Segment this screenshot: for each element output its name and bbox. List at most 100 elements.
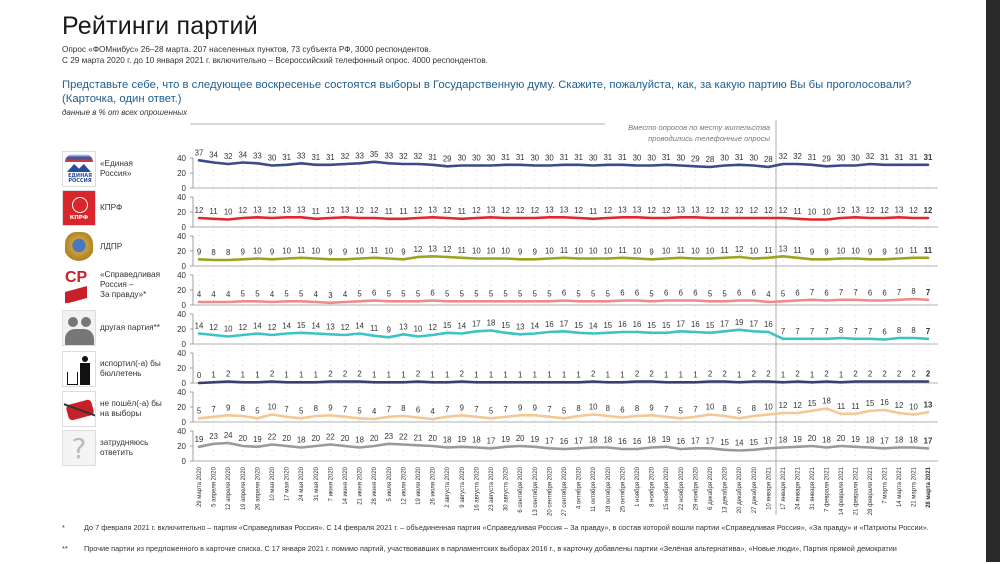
x-tick-label: 17 января 2021 bbox=[781, 466, 787, 510]
y-tick-label: 40 bbox=[177, 349, 186, 358]
x-tick-label: 10 января 2021 bbox=[766, 466, 772, 510]
series-line-notvote bbox=[197, 407, 930, 421]
data-label: 13 bbox=[924, 400, 933, 409]
data-label: 9 bbox=[387, 325, 391, 334]
data-label: 7 bbox=[853, 288, 857, 297]
people-silhouette-icon bbox=[62, 310, 96, 346]
units-note: данные в % от всех опрошенных bbox=[62, 108, 188, 117]
data-label: 6 bbox=[620, 289, 624, 298]
legend-label: затрудняюсь ответить bbox=[100, 438, 149, 457]
data-label: 8 bbox=[226, 248, 230, 257]
data-label: 10 bbox=[224, 208, 233, 217]
data-label: 12 bbox=[501, 206, 510, 215]
data-label: 32 bbox=[224, 152, 233, 161]
data-label: 17 bbox=[764, 436, 773, 445]
y-tick-label: 20 bbox=[177, 208, 186, 217]
data-label: 12 bbox=[443, 206, 452, 215]
data-label: 1 bbox=[679, 370, 683, 379]
data-label: 13 bbox=[618, 205, 627, 214]
data-label: 31 bbox=[924, 153, 933, 162]
data-label: 18 bbox=[909, 436, 918, 445]
data-label: 16 bbox=[764, 320, 773, 329]
survey-info-1: Опрос «ФОМнибус» 26–28 марта. 207 населе… bbox=[62, 45, 431, 54]
data-label: 1 bbox=[606, 370, 610, 379]
data-label: 10 bbox=[589, 247, 598, 256]
data-label: 6 bbox=[693, 289, 697, 298]
data-label: 20 bbox=[282, 434, 291, 443]
data-label: 10 bbox=[487, 247, 496, 256]
data-label: 2 bbox=[416, 370, 420, 379]
data-label: 13 bbox=[895, 205, 904, 214]
x-tick-label: 12 апреля 2020 bbox=[226, 466, 232, 510]
data-label: 31 bbox=[662, 153, 671, 162]
data-label: 5 bbox=[533, 289, 538, 298]
data-label: 1 bbox=[445, 370, 449, 379]
y-tick-label: 20 bbox=[177, 247, 186, 256]
y-tick-label: 0 bbox=[182, 379, 187, 388]
data-label: 1 bbox=[781, 370, 785, 379]
data-label: 9 bbox=[649, 403, 653, 412]
x-tick-label: 19 апреля 2020 bbox=[241, 466, 247, 510]
data-label: 31 bbox=[282, 153, 291, 162]
data-label: 6 bbox=[882, 289, 886, 298]
data-label: 30 bbox=[647, 154, 656, 163]
data-label: 11 bbox=[312, 207, 320, 216]
data-label: 12 bbox=[793, 401, 802, 410]
data-label: 14 bbox=[355, 322, 364, 331]
data-label: 12 bbox=[428, 323, 437, 332]
data-label: 34 bbox=[238, 151, 247, 160]
data-label: 17 bbox=[487, 436, 496, 445]
y-tick-label: 40 bbox=[177, 427, 186, 436]
data-label: 18 bbox=[822, 397, 831, 406]
y-tick-label: 20 bbox=[177, 364, 186, 373]
x-tick-label: 13 декабря 2020 bbox=[723, 466, 729, 513]
legend-notvote: не пошёл(-а) бы на выборы bbox=[62, 390, 192, 428]
data-label: 9 bbox=[518, 247, 522, 256]
data-label: 10 bbox=[603, 247, 612, 256]
data-label: 14 bbox=[311, 322, 320, 331]
data-label: 30 bbox=[851, 154, 860, 163]
data-label: 12 bbox=[909, 206, 918, 215]
data-label: 8 bbox=[897, 326, 901, 335]
data-label: 20 bbox=[516, 434, 525, 443]
data-label: 24 bbox=[224, 431, 233, 440]
data-label: 23 bbox=[384, 432, 393, 441]
data-label: 2 bbox=[882, 370, 886, 379]
data-label: 12 bbox=[472, 206, 481, 215]
series-line-sr bbox=[197, 297, 930, 305]
data-label: 1 bbox=[518, 370, 522, 379]
data-label: 10 bbox=[268, 403, 277, 412]
data-label: 15 bbox=[574, 321, 583, 330]
data-label: 15 bbox=[706, 321, 715, 330]
data-label: 17 bbox=[720, 319, 729, 328]
data-label: 12 bbox=[443, 245, 452, 254]
data-label: 9 bbox=[401, 247, 405, 256]
data-label: 21 bbox=[414, 433, 423, 442]
data-label: 5 bbox=[401, 289, 406, 298]
trash-bin-icon bbox=[62, 351, 96, 387]
data-label: 2 bbox=[226, 370, 230, 379]
data-label: 1 bbox=[372, 370, 376, 379]
data-label: 12 bbox=[370, 206, 379, 215]
data-label: 20 bbox=[311, 434, 320, 443]
data-label: 11 bbox=[370, 324, 378, 333]
data-label: 2 bbox=[708, 370, 712, 379]
data-label: 5 bbox=[387, 289, 392, 298]
y-tick-label: 40 bbox=[177, 310, 186, 319]
data-label: 12 bbox=[749, 206, 758, 215]
data-label: 22 bbox=[399, 433, 408, 442]
data-label: 5 bbox=[547, 289, 552, 298]
x-tick-label: 14 июня 2020 bbox=[343, 466, 349, 504]
data-label: 20 bbox=[808, 434, 817, 443]
data-label: 11 bbox=[793, 207, 801, 216]
data-label: 5 bbox=[460, 289, 465, 298]
data-label: 12 bbox=[706, 206, 715, 215]
x-tick-label: 29 ноября 2020 bbox=[693, 466, 699, 510]
data-label: 8 bbox=[911, 287, 915, 296]
data-label: 2 bbox=[591, 370, 595, 379]
data-label: 19 bbox=[195, 435, 204, 444]
data-label: 7 bbox=[387, 405, 391, 414]
legend-label: испортил(-а) бы бюллетень bbox=[100, 359, 161, 378]
data-label: 15 bbox=[603, 321, 612, 330]
x-tick-label: 21 февраля 2021 bbox=[854, 466, 860, 515]
